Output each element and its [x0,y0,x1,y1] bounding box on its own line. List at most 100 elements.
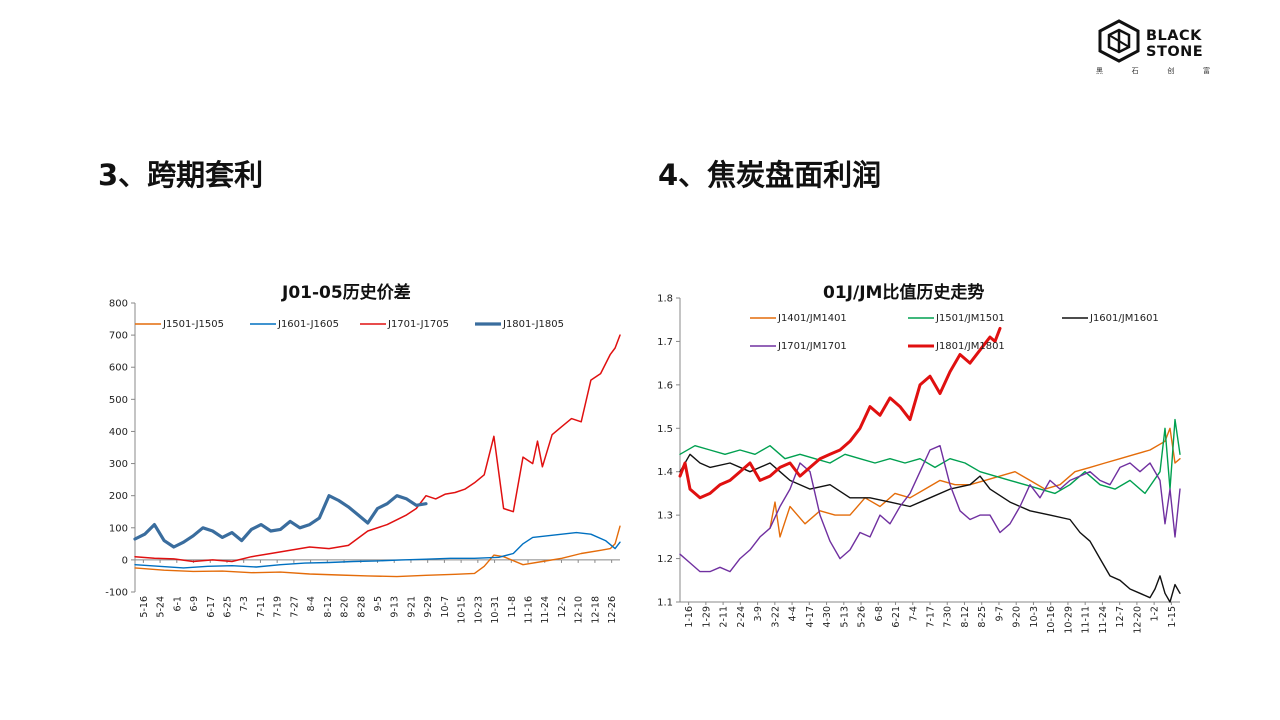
x-tick-label: 9-5 [373,596,384,612]
x-tick-label: 6-8 [874,606,885,622]
x-tick-label: 7-11 [256,596,267,618]
x-tick-label: 7-19 [273,596,284,618]
logo-cn-char: 创 [1167,67,1175,75]
x-tick-label: 12-20 [1132,606,1143,634]
logo-cn-char: 石 [1131,67,1139,75]
y-tick-label: 1.6 [657,380,673,391]
x-tick-label: 9-13 [390,596,401,618]
x-tick-label: 1-15 [1167,606,1178,628]
x-tick-label: 2-11 [719,606,730,628]
chart-svg: 1.1 1.2 1.3 1.4 1.5 1.6 1.7 1.8 1-16 1-29 2-11 2-24… [657,294,1181,634]
x-tick-label: 8-4 [306,596,317,612]
x-tick-label: 11-11 [1081,606,1092,634]
series-line [769,427,1181,538]
y-tick-label: -100 [105,588,128,599]
chart-title: 01J/JM比值历史走势 [823,283,985,303]
x-tick-label: 3-22 [770,606,781,628]
x-tick-label: 2-24 [736,606,747,628]
series-line [134,525,621,578]
y-tick-label: 1.2 [657,554,673,565]
x-tick-label: 6-25 [222,596,233,618]
x-tick-label: 8-28 [356,596,367,618]
legend-label: J1501/JM1501 [935,313,1005,324]
x-tick-label: 12-2 [557,596,568,618]
y-tick-label: 800 [109,299,128,310]
y-tick-label: 1.4 [657,467,673,478]
x-tick-label: 9-21 [406,596,417,618]
y-tick-label: 100 [109,523,128,534]
x-tick-label: 7-27 [289,596,300,618]
x-tick-label: 6-21 [891,606,902,628]
x-tick-label: 6-17 [206,596,217,618]
legend-label: J1701-J1705 [387,319,449,330]
x-tick-label: 10-15 [457,596,468,624]
x-tick-label: 1-29 [701,606,712,628]
x-tick-label: 10-7 [440,596,451,618]
series-line [678,326,1002,500]
chart-title: J01-05历史价差 [282,283,411,303]
x-tick-label: 5-13 [839,606,850,628]
x-tick-label: 5-26 [857,606,868,628]
x-tick-label: 11-16 [524,596,535,624]
x-tick-label: 8-20 [340,596,351,618]
x-tick-label: 11-24 [1098,606,1109,634]
x-tick-label: 4-30 [822,606,833,628]
y-tick-label: 1.8 [657,294,673,305]
series-line [134,531,621,569]
x-tick-label: 7-30 [943,606,954,628]
legend-label: J1801-J1805 [502,319,564,330]
legend-label: J1601-J1605 [277,319,339,330]
legend-label: J1601/JM1601 [1089,313,1159,324]
x-tick-label: 8-12 [323,596,334,618]
x-tick-label: 8-25 [977,606,988,628]
legend-label: J1801/JM1801 [935,341,1005,352]
chart-j01-05-spread: J01-05历史价差 -100 0 100 200 300 400 500 600 700 800… [90,268,635,628]
legend-label: J1701/JM1701 [777,341,847,352]
logo-cn-char: 黑 [1096,67,1103,75]
x-tick-label: 8-12 [960,606,971,628]
series-line [134,334,621,563]
chart-coke-ratio: 01J/JM比值历史走势 1.1 1.2 1.3 1.4 1.5 1.6 1.7 1.8 1-1… [640,268,1200,648]
x-tick-label: 4-4 [788,606,799,622]
x-tick-label: 5-24 [156,596,167,618]
x-tick-label: 11-24 [540,596,551,624]
y-tick-label: 0 [122,555,128,566]
x-tick-label: 12-7 [1115,606,1126,628]
x-tick-label: 12-18 [590,596,601,624]
x-tick-label: 10-3 [1029,606,1040,628]
hexagon-logo-icon [1098,19,1140,63]
section-title-coke-profit: 4、焦炭盘面利润 [658,158,882,192]
series-line [679,418,1181,495]
logo-word-stone: STONE [1146,44,1204,60]
y-tick-label: 600 [109,363,128,374]
section-title-spread-arbitrage: 3、跨期套利 [98,158,264,192]
x-tick-label: 1-2 [1150,606,1161,622]
series-line [679,453,1181,603]
blackstone-logo: BLACK STONE 黑 石 创 富 [1094,18,1212,78]
y-tick-label: 200 [109,491,128,502]
x-tick-label: 10-31 [490,596,501,624]
y-tick-label: 500 [109,395,128,406]
legend-label: J1501-J1505 [162,319,224,330]
x-tick-label: 11-8 [507,596,518,618]
legend-label: J1401/JM1401 [777,313,847,324]
x-tick-label: 7-4 [908,606,919,622]
y-tick-label: 1.7 [657,337,673,348]
y-tick-label: 400 [109,427,128,438]
x-tick-label: 6-1 [172,596,183,612]
x-tick-label: 7-3 [239,596,250,612]
x-tick-label: 10-23 [473,596,484,624]
y-tick-label: 1.1 [657,598,673,609]
y-tick-label: 700 [109,331,128,342]
x-tick-label: 10-16 [1046,606,1057,634]
x-tick-label: 10-29 [1063,606,1074,634]
x-tick-label: 1-16 [684,606,695,628]
y-tick-label: 1.5 [657,424,673,435]
logo-cn-char: 富 [1202,67,1210,75]
x-tick-label: 12-10 [574,596,585,624]
logo-word-black: BLACK [1146,28,1202,44]
y-tick-label: 1.3 [657,511,673,522]
y-tick-label: 300 [109,459,128,470]
x-tick-label: 4-17 [805,606,816,628]
series-line [133,494,428,549]
